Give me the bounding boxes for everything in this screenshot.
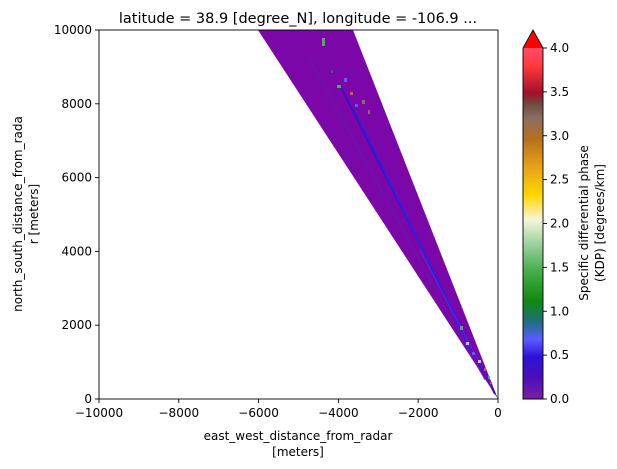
- y-tick-label: 4000: [61, 244, 92, 258]
- colorbar-label-line1: Specific differential phase: [577, 145, 591, 301]
- colorbar-gradient: [523, 48, 543, 399]
- x-ticks: −10000 −8000 −6000 −4000 −2000 0: [75, 399, 502, 420]
- colorbar-ticks: 0.0 0.5 1.0 1.5 2.0 2.5 3.0 3.5 4.0: [543, 41, 569, 406]
- colorbar-tick-label: 0.0: [550, 392, 569, 406]
- x-tick-label: 0: [494, 406, 502, 420]
- y-tick-label: 10000: [54, 23, 92, 37]
- colorbar-label-line2: (KDP) [degrees/km]: [593, 164, 607, 282]
- chart-title: latitude = 38.9 [degree_N], longitude = …: [119, 11, 477, 27]
- kdp-speckle: [484, 368, 486, 371]
- kdp-speckle: [344, 78, 347, 82]
- x-axis-label: east_west_distance_from_radar: [204, 429, 393, 443]
- y-tick-label: 8000: [61, 97, 92, 111]
- kdp-streak: [309, 59, 486, 381]
- y-axis-unit: r [meters]: [27, 184, 41, 244]
- colorbar-tick-label: 3.5: [550, 85, 569, 99]
- radar-sector: [258, 30, 498, 399]
- colorbar-tick-label: 4.0: [550, 41, 569, 55]
- kdp-speckle: [337, 85, 341, 88]
- kdp-speckle: [472, 352, 475, 355]
- kdp-speckle: [355, 104, 358, 107]
- kdp-streak: [364, 129, 471, 351]
- colorbar-tick-label: 3.0: [550, 129, 569, 143]
- y-tick-label: 6000: [61, 171, 92, 185]
- sector-fill: [258, 30, 498, 399]
- kdp-speckle: [460, 326, 463, 330]
- x-tick-label: −6000: [238, 406, 279, 420]
- y-axis-label: north_south_distance_from_rada: [11, 116, 25, 312]
- x-tick-label: −8000: [159, 406, 200, 420]
- x-tick-label: −10000: [75, 406, 123, 420]
- x-tick-label: −4000: [318, 406, 359, 420]
- kdp-streak: [419, 249, 479, 361]
- x-axis-unit: [meters]: [272, 445, 324, 459]
- kdp-speckle: [490, 382, 492, 384]
- y-tick-label: 2000: [61, 318, 92, 332]
- kdp-speckle: [322, 38, 325, 46]
- colorbar-outline: [522, 29, 544, 400]
- colorbar-tick-label: 0.5: [550, 348, 569, 362]
- kdp-speckle: [368, 110, 370, 114]
- colorbar-tick-label: 2.0: [550, 217, 569, 231]
- colorbar-extend-max: [523, 30, 543, 48]
- colorbar: 0.0 0.5 1.0 1.5 2.0 2.5 3.0 3.5 4.0 Specific dif…: [522, 29, 607, 406]
- y-tick-label: 0: [84, 392, 92, 406]
- y-ticks: 0 2000 4000 6000 8000 10000: [54, 23, 99, 406]
- colorbar-tick-label: 2.5: [550, 173, 569, 187]
- kdp-speckle: [488, 376, 490, 379]
- kdp-speckle: [466, 342, 469, 345]
- colorbar-tick-label: 1.5: [550, 260, 569, 274]
- colorbar-tick-label: 1.0: [550, 304, 569, 318]
- kdp-speckle: [331, 70, 333, 73]
- kdp-speckle: [478, 360, 481, 363]
- kdp-speckle: [362, 100, 365, 104]
- axes-frame: [98, 29, 499, 400]
- x-tick-label: −2000: [398, 406, 439, 420]
- kdp-speckle: [350, 92, 353, 95]
